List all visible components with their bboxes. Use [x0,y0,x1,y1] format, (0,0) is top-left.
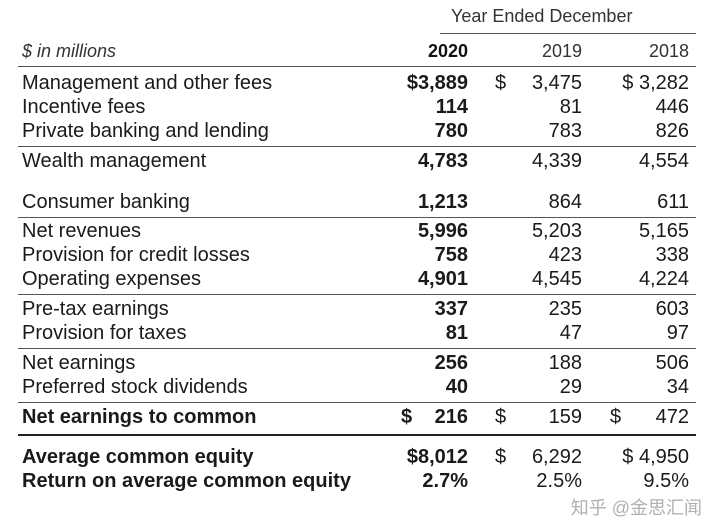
value-2018: 97 [666,322,689,344]
row-label: Provision for credit losses [22,244,250,266]
value-2018: 4,224 [638,268,689,290]
row-label: Net earnings to common [22,406,257,428]
table-row: Return on average common equity 2.7% 2.5… [0,470,720,494]
value-2018: 34 [666,376,689,398]
value-2020: 1,213 [417,191,468,213]
value-2019: 423 [548,244,582,266]
value-2020: 81 [445,322,468,344]
row-rule [18,348,696,349]
dollar-sign-2019: $ [495,72,507,94]
row-label: Average common equity [22,446,254,468]
value-2018: 338 [655,244,689,266]
value-2019: 188 [548,352,582,374]
value-2018: $ 4,950 [622,446,689,468]
year-2018-header: 2018 [648,41,689,61]
value-2019: 6,292 [531,446,582,468]
table-row: Net earnings to common $ 216 $ 159 $ 472 [0,406,720,430]
total-rule [18,434,696,436]
row-label: Incentive fees [22,96,146,118]
header-rule [18,66,696,67]
table-row: Private banking and lending 780 783 826 [0,120,720,144]
table-row: Provision for taxes 81 47 97 [0,322,720,346]
table-row: Preferred stock dividends 40 29 34 [0,376,720,400]
value-2020: 4,901 [417,268,468,290]
row-label: Return on average common equity [22,470,351,492]
table-row: Operating expenses 4,901 4,545 4,224 [0,268,720,292]
value-2018: 506 [655,352,689,374]
dollar-sign-2018: $ [610,406,622,428]
row-rule [18,402,696,403]
value-2019: 783 [548,120,582,142]
value-2019: 235 [548,298,582,320]
value-2018: 603 [655,298,689,320]
value-2020: 780 [434,120,468,142]
value-2020: 758 [434,244,468,266]
value-2020: 216 [434,406,468,428]
value-2018: 5,165 [638,220,689,242]
value-2020: 114 [435,96,468,118]
table-row: Consumer banking 1,213 864 611 [0,191,720,215]
row-rule [18,217,696,218]
dollar-sign-2019: $ [495,406,507,428]
row-label: Private banking and lending [22,120,269,142]
value-2019: 81 [559,96,582,118]
table-row: Incentive fees 114 81 446 [0,96,720,120]
row-label: Preferred stock dividends [22,376,248,398]
year-2020-header: 2020 [427,41,468,61]
dollar-sign-2019: $ [495,446,507,468]
unit-label: $ in millions [22,41,117,61]
value-2020: 2.7% [422,470,468,492]
row-label: Provision for taxes [22,322,187,344]
value-2020: $8,012 [406,446,468,468]
period-underline [440,33,696,34]
value-2020: $3,889 [406,72,468,94]
year-2019-header: 2019 [541,41,582,61]
value-2018: 4,554 [638,150,689,172]
value-2020: 256 [434,352,468,374]
row-label: Wealth management [22,150,207,172]
value-2018: 826 [655,120,689,142]
row-label: Consumer banking [22,191,190,213]
row-label: Net earnings [22,352,136,374]
value-2019: 864 [548,191,582,213]
value-2020: 5,996 [417,220,468,242]
row-label: Net revenues [22,220,141,242]
value-2019: 3,475 [531,72,582,94]
value-2020: 337 [434,298,468,320]
table-row: Pre-tax earnings 337 235 603 [0,298,720,322]
table-row: Wealth management 4,783 4,339 4,554 [0,150,720,174]
table-row: Management and other fees $3,889 $ 3,475… [0,72,720,96]
value-2019: 4,545 [531,268,582,290]
row-label: Pre-tax earnings [22,298,169,320]
value-2019: 2.5% [536,470,582,492]
watermark: 知乎 @金思汇闻 [570,498,702,518]
row-rule [18,294,696,295]
table-row: Average common equity $8,012 $ 6,292 $ 4… [0,446,720,470]
period-header: Year Ended December [451,6,633,26]
row-label: Operating expenses [22,268,202,290]
value-2019: 47 [559,322,582,344]
value-2018: 9.5% [643,470,689,492]
value-2019: 4,339 [531,150,582,172]
table-row: Net earnings 256 188 506 [0,352,720,376]
table-row: Provision for credit losses 758 423 338 [0,244,720,268]
value-2019: 159 [548,406,582,428]
value-2018: 446 [655,96,689,118]
value-2020: 4,783 [417,150,468,172]
row-label: Management and other fees [22,72,273,94]
value-2020: 40 [445,376,468,398]
value-2019: 5,203 [531,220,582,242]
table-row: Net revenues 5,996 5,203 5,165 [0,220,720,244]
value-2018: 472 [655,406,689,428]
value-2019: 29 [559,376,582,398]
row-rule [18,146,696,147]
value-2018: 611 [657,191,689,213]
value-2018: $ 3,282 [622,72,689,94]
dollar-sign-2020: $ [401,406,413,428]
